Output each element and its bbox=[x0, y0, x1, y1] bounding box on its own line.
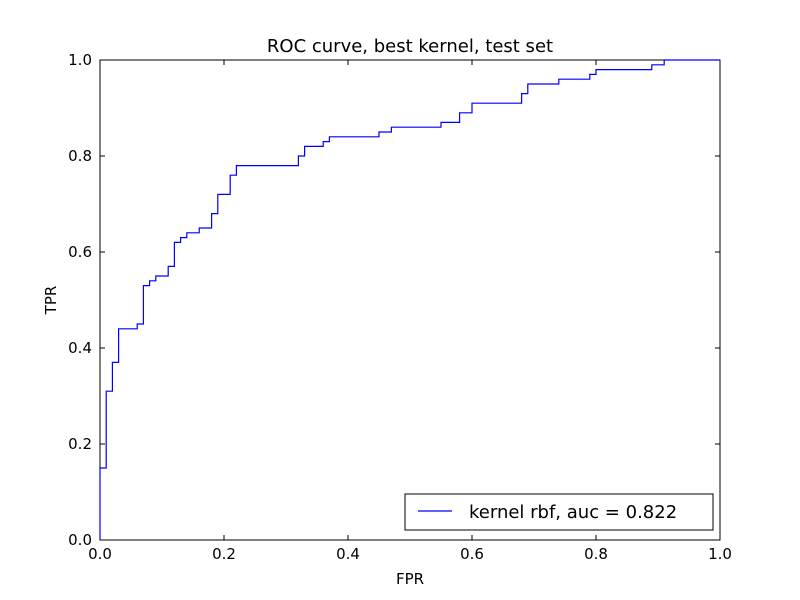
plot-area: 0.0 0.2 0.4 0.6 0.8 1.0 0.0 0.2 0.4 0.6 0.8 1.0 bbox=[68, 51, 732, 563]
legend-box bbox=[404, 493, 714, 531]
chart-title: ROC curve, best kernel, test set bbox=[267, 36, 553, 57]
legend: kernel rbf, auc = 0.822 bbox=[404, 493, 714, 531]
y-tick-label: 1.0 bbox=[68, 51, 92, 69]
roc-series-line bbox=[99, 59, 720, 540]
y-tick-label: 0.8 bbox=[68, 147, 92, 165]
x-axis-label: FPR bbox=[396, 570, 424, 588]
x-tick-label: 0.0 bbox=[88, 545, 112, 563]
y-tick-label: 0.6 bbox=[68, 243, 92, 261]
x-tick-label: 0.6 bbox=[460, 545, 484, 563]
x-tick-label: 0.8 bbox=[584, 545, 608, 563]
plot-frame bbox=[99, 59, 721, 541]
ticks: 0.0 0.2 0.4 0.6 0.8 1.0 0.0 0.2 0.4 0.6 0.8 1.0 bbox=[68, 51, 732, 563]
x-tick-label: 0.2 bbox=[212, 545, 236, 563]
y-tick-label: 0.4 bbox=[68, 339, 92, 357]
y-tick-label: 0.2 bbox=[68, 435, 92, 453]
series-lines bbox=[99, 59, 720, 540]
y-tick-label: 0.0 bbox=[68, 531, 92, 549]
x-tick-label: 0.4 bbox=[336, 545, 360, 563]
legend-entry: kernel rbf, auc = 0.822 bbox=[469, 502, 677, 523]
x-tick-label: 1.0 bbox=[708, 545, 732, 563]
y-axis-label: TPR bbox=[42, 286, 60, 316]
